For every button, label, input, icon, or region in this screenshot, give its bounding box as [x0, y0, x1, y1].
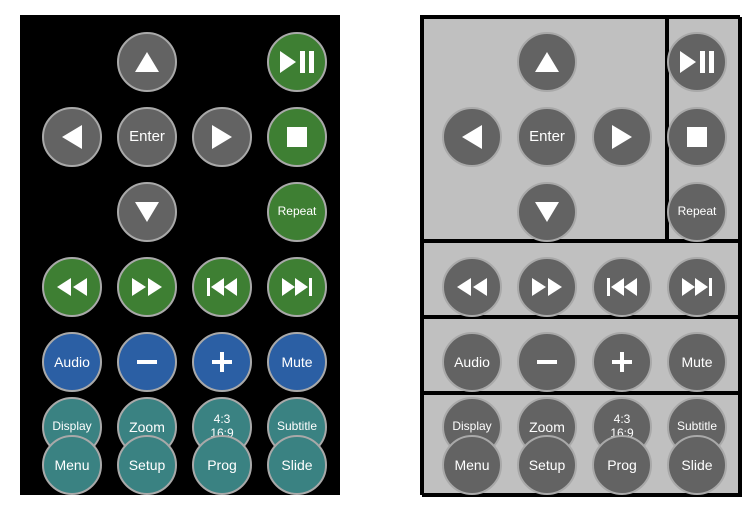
- right-ffwd-button[interactable]: [517, 257, 577, 317]
- tri-left-icon: [62, 125, 82, 149]
- stop-icon: [687, 127, 707, 147]
- right-menu-button[interactable]: Menu: [442, 435, 502, 495]
- tri-left-icon: [462, 125, 482, 149]
- right-repeat-button[interactable]: Repeat: [667, 182, 727, 242]
- left-slide-button[interactable]: Slide: [267, 435, 327, 495]
- right-mute-button[interactable]: Mute: [667, 332, 727, 392]
- zoom-label: Zoom: [129, 419, 165, 435]
- slide-label: Slide: [681, 457, 712, 473]
- rew-icon: [57, 278, 87, 296]
- right-slide-button[interactable]: Slide: [667, 435, 727, 495]
- left-nav-up-button[interactable]: [117, 32, 177, 92]
- left-prog-button[interactable]: Prog: [192, 435, 252, 495]
- left-stop-button[interactable]: [267, 107, 327, 167]
- right-nav-right-button[interactable]: [592, 107, 652, 167]
- left-repeat-button[interactable]: Repeat: [267, 182, 327, 242]
- audio-label: Audio: [454, 354, 490, 370]
- subtitle-label: Subtitle: [277, 420, 317, 434]
- play-pause-icon: [680, 51, 714, 73]
- ffwd-icon: [532, 278, 562, 296]
- right-nav-down-button[interactable]: [517, 182, 577, 242]
- display-label: Display: [452, 420, 491, 434]
- right-play-pause-button[interactable]: [667, 32, 727, 92]
- left-nav-right-button[interactable]: [192, 107, 252, 167]
- prev-icon: [607, 278, 637, 296]
- audio-label: Audio: [54, 354, 90, 370]
- menu-label: Menu: [454, 457, 489, 473]
- tri-down-icon: [135, 202, 159, 222]
- left-nav-left-button[interactable]: [42, 107, 102, 167]
- left-enter-button[interactable]: Enter: [117, 107, 177, 167]
- left-nav-down-button[interactable]: [117, 182, 177, 242]
- left-ffwd-button[interactable]: [117, 257, 177, 317]
- left-setup-button[interactable]: Setup: [117, 435, 177, 495]
- plus-icon: [212, 352, 232, 372]
- next-icon: [682, 278, 712, 296]
- right-prev-button[interactable]: [592, 257, 652, 317]
- stage: EnterRepeatAudioMuteDisplayZoom4:3 16:9S…: [0, 0, 750, 509]
- prev-icon: [207, 278, 237, 296]
- left-audio-button[interactable]: Audio: [42, 332, 102, 392]
- repeat-label: Repeat: [678, 205, 717, 219]
- ffwd-icon: [132, 278, 162, 296]
- right-prog-button[interactable]: Prog: [592, 435, 652, 495]
- subtitle-label: Subtitle: [677, 420, 717, 434]
- left-next-button[interactable]: [267, 257, 327, 317]
- left-panel: EnterRepeatAudioMuteDisplayZoom4:3 16:9S…: [20, 15, 340, 495]
- right-rew-button[interactable]: [442, 257, 502, 317]
- enter-label: Enter: [529, 128, 565, 145]
- left-menu-button[interactable]: Menu: [42, 435, 102, 495]
- tri-right-icon: [212, 125, 232, 149]
- left-plus-button[interactable]: [192, 332, 252, 392]
- left-prev-button[interactable]: [192, 257, 252, 317]
- right-stop-button[interactable]: [667, 107, 727, 167]
- rew-icon: [457, 278, 487, 296]
- next-icon: [282, 278, 312, 296]
- enter-label: Enter: [129, 128, 165, 145]
- prog-label: Prog: [207, 457, 237, 473]
- setup-label: Setup: [529, 457, 566, 473]
- minus-icon: [137, 360, 157, 364]
- right-panel: EnterRepeatAudioMuteDisplayZoom4:3 16:9S…: [420, 15, 740, 495]
- repeat-label: Repeat: [278, 205, 317, 219]
- left-minus-button[interactable]: [117, 332, 177, 392]
- stop-icon: [287, 127, 307, 147]
- tri-up-icon: [135, 52, 159, 72]
- right-nav-left-button[interactable]: [442, 107, 502, 167]
- right-next-button[interactable]: [667, 257, 727, 317]
- prog-label: Prog: [607, 457, 637, 473]
- right-nav-up-button[interactable]: [517, 32, 577, 92]
- left-rew-button[interactable]: [42, 257, 102, 317]
- right-audio-button[interactable]: Audio: [442, 332, 502, 392]
- left-play-pause-button[interactable]: [267, 32, 327, 92]
- zoom-label: Zoom: [529, 419, 565, 435]
- right-enter-button[interactable]: Enter: [517, 107, 577, 167]
- play-pause-icon: [280, 51, 314, 73]
- mute-label: Mute: [681, 354, 712, 370]
- tri-up-icon: [535, 52, 559, 72]
- right-minus-button[interactable]: [517, 332, 577, 392]
- mute-label: Mute: [281, 354, 312, 370]
- right-plus-button[interactable]: [592, 332, 652, 392]
- tri-right-icon: [612, 125, 632, 149]
- left-mute-button[interactable]: Mute: [267, 332, 327, 392]
- slide-label: Slide: [281, 457, 312, 473]
- right-setup-button[interactable]: Setup: [517, 435, 577, 495]
- display-label: Display: [52, 420, 91, 434]
- setup-label: Setup: [129, 457, 166, 473]
- menu-label: Menu: [54, 457, 89, 473]
- tri-down-icon: [535, 202, 559, 222]
- minus-icon: [537, 360, 557, 364]
- plus-icon: [612, 352, 632, 372]
